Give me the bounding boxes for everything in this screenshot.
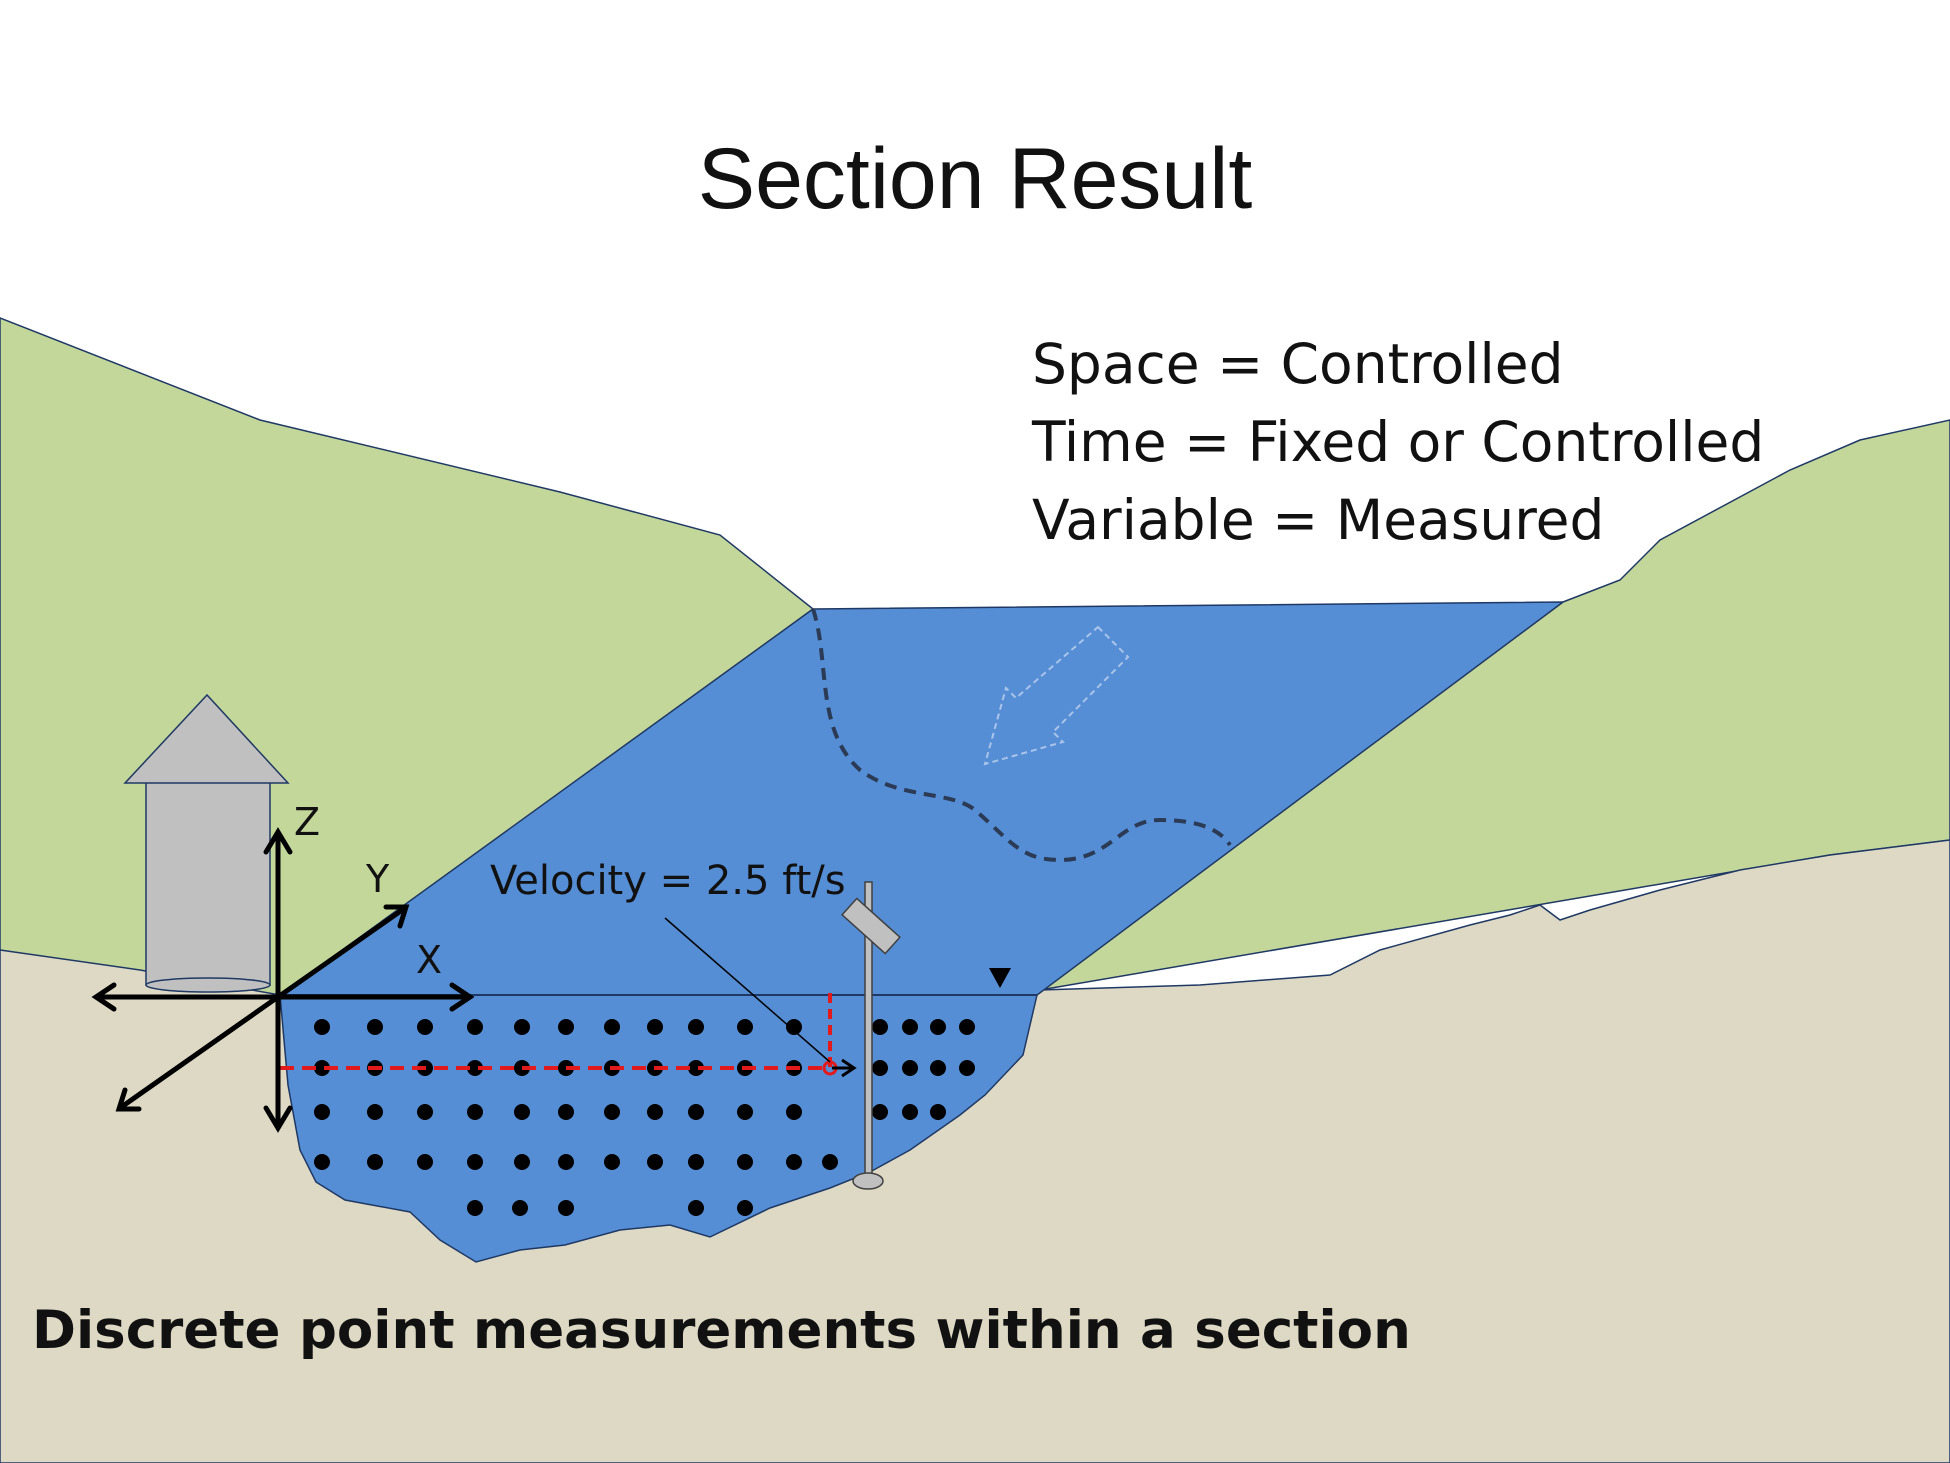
measurement-point — [688, 1200, 704, 1216]
measurement-point — [314, 1154, 330, 1170]
measurement-point — [688, 1019, 704, 1035]
measurement-point — [688, 1154, 704, 1170]
info-line-variable: Variable = Measured — [1032, 488, 1605, 552]
measurement-point — [512, 1200, 528, 1216]
velocity-vector — [832, 1058, 857, 1078]
measurement-point — [367, 1104, 383, 1120]
water-surface-marker — [989, 968, 1011, 988]
gauge-house — [123, 693, 290, 993]
measurement-point — [902, 1060, 918, 1076]
measurement-point — [367, 1019, 383, 1035]
flow-direction-arrow — [983, 625, 1130, 766]
measurement-point — [930, 1060, 946, 1076]
measurement-point — [314, 1019, 330, 1035]
measurement-point — [514, 1019, 530, 1035]
velocity-leader-line — [664, 917, 831, 1063]
river-water — [279, 601, 1566, 1263]
measurement-point — [737, 1104, 753, 1120]
measurement-point — [647, 1154, 663, 1170]
measurement-point — [786, 1154, 802, 1170]
measurement-point — [417, 1104, 433, 1120]
measurement-point — [786, 1019, 802, 1035]
coordinate-axes — [91, 827, 475, 1133]
measurement-point — [604, 1019, 620, 1035]
velocity-label: Velocity = 2.5 ft/s — [490, 858, 846, 904]
measurement-point — [558, 1200, 574, 1216]
right-hill — [1039, 419, 1950, 991]
measurement-point — [902, 1104, 918, 1120]
measurement-point — [872, 1104, 888, 1120]
measurement-point — [737, 1200, 753, 1216]
measurement-point — [604, 1104, 620, 1120]
measurement-point — [737, 1019, 753, 1035]
measurement-point — [688, 1060, 704, 1076]
info-panel: Space = Controlled Time = Fixed or Contr… — [1032, 325, 1764, 559]
measurement-point — [558, 1104, 574, 1120]
measurement-point — [604, 1154, 620, 1170]
page-title: Section Result — [697, 131, 1253, 227]
measurement-point — [930, 1019, 946, 1035]
measurement-point — [959, 1019, 975, 1035]
caption: Discrete point measurements within a sec… — [32, 1300, 1411, 1361]
current-meter — [841, 881, 901, 1190]
measurement-point — [872, 1019, 888, 1035]
axis-label-z: Z — [294, 800, 321, 844]
measurement-point — [737, 1154, 753, 1170]
measurement-point — [514, 1104, 530, 1120]
axis-label-x: X — [416, 938, 443, 982]
axis-label-y: Y — [366, 857, 390, 901]
measurement-point — [417, 1154, 433, 1170]
measurement-point — [467, 1154, 483, 1170]
measurement-point — [314, 1104, 330, 1120]
measurement-point — [647, 1019, 663, 1035]
measurement-point — [467, 1104, 483, 1120]
measurement-point — [467, 1019, 483, 1035]
measurement-point — [558, 1019, 574, 1035]
measurement-points — [314, 1019, 975, 1216]
measurement-point — [959, 1060, 975, 1076]
thalweg-dashed-line — [811, 608, 1232, 863]
measurement-point — [822, 1154, 838, 1170]
info-line-time: Time = Fixed or Controlled — [1032, 410, 1765, 474]
measurement-point — [314, 1060, 330, 1076]
measurement-point — [467, 1060, 483, 1076]
measurement-point — [688, 1104, 704, 1120]
measurement-point — [786, 1104, 802, 1120]
info-line-space: Space = Controlled — [1032, 332, 1564, 396]
measurement-point — [930, 1104, 946, 1120]
measurement-point — [902, 1019, 918, 1035]
measurement-point — [647, 1104, 663, 1120]
measurement-point — [514, 1154, 530, 1170]
measurement-point — [417, 1019, 433, 1035]
measurement-point — [467, 1200, 483, 1216]
measurement-point — [367, 1154, 383, 1170]
measurement-point — [558, 1154, 574, 1170]
measurement-point — [872, 1060, 888, 1076]
